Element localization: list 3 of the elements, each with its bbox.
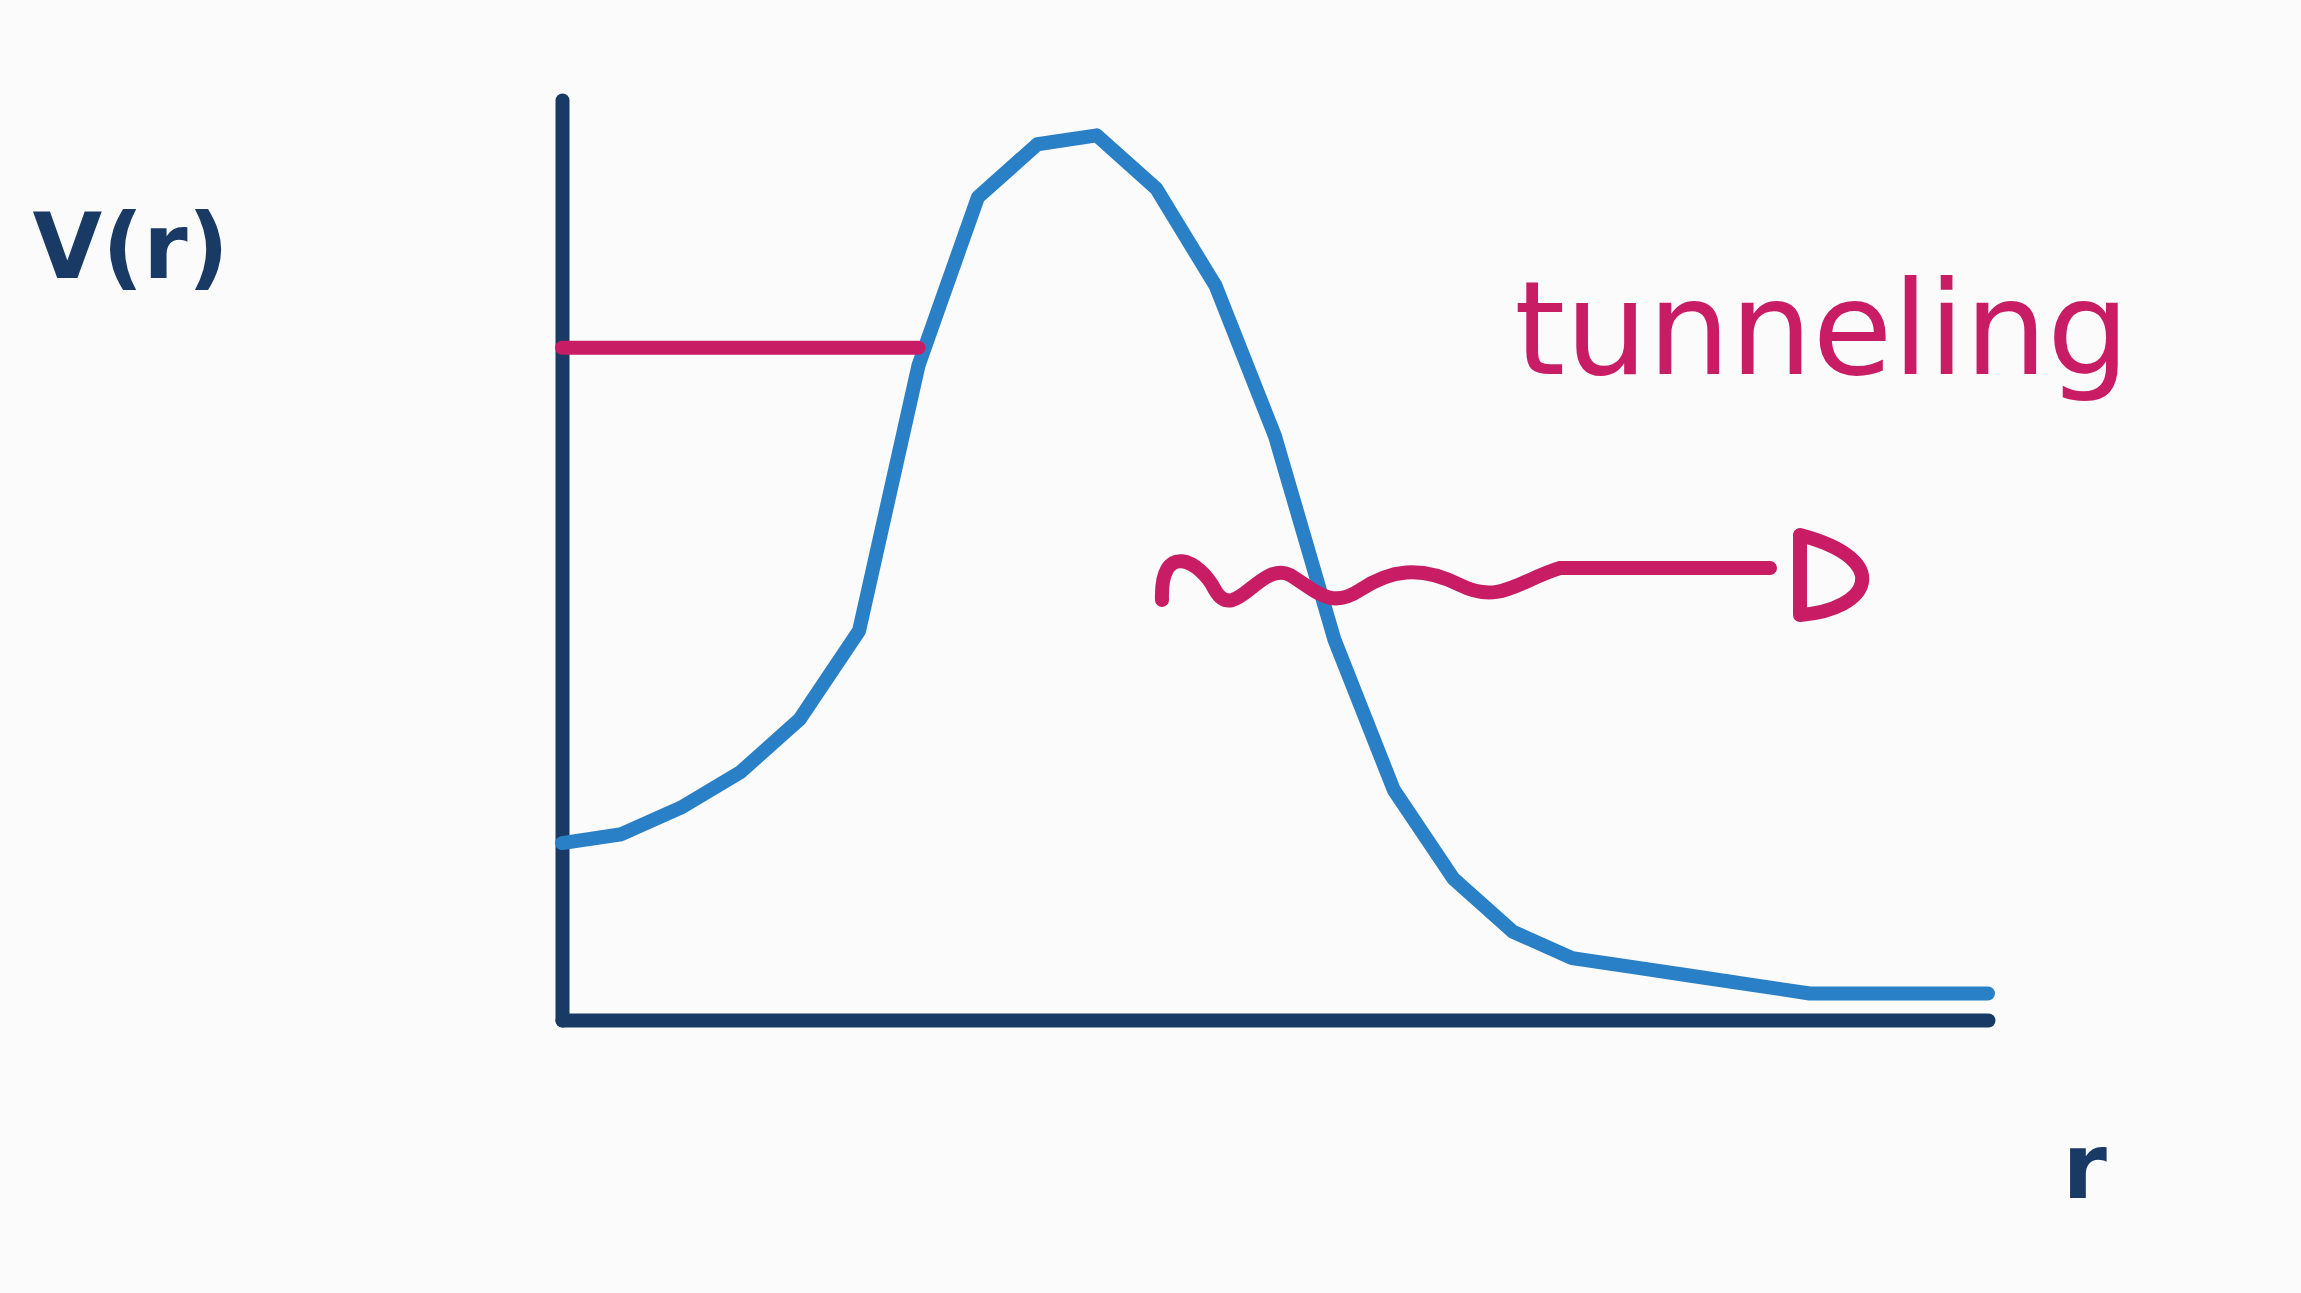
y-axis-title: V(r) [32,193,229,299]
annotation: tunneling [1514,253,2130,405]
x-axis-title: r [2062,1113,2108,1219]
